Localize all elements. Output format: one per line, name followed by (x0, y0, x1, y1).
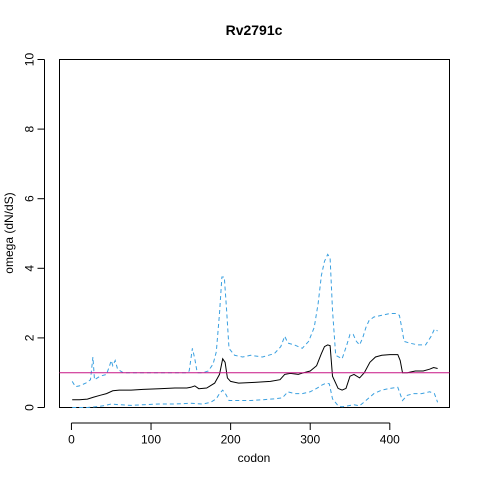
ci-lower-line (72, 382, 439, 408)
y-axis-label: omega (dN/dS) (2, 192, 16, 273)
x-tick-label: 0 (68, 433, 75, 447)
x-tick-label: 100 (141, 433, 161, 447)
y-tick-label: 8 (23, 125, 37, 132)
x-tick-label: 300 (300, 433, 320, 447)
plot-frame (59, 59, 450, 408)
chart-title: Rv2791c (226, 22, 283, 38)
y-tick-label: 10 (23, 53, 37, 67)
y-tick-label: 6 (23, 195, 37, 202)
omega-estimate-line (72, 344, 438, 401)
x-axis-label: codon (238, 451, 271, 465)
x-axis: 0 100 200 300 400 (68, 422, 400, 447)
ci-upper-line (71, 253, 438, 388)
y-tick-label: 0 (23, 404, 37, 411)
y-tick-label: 2 (23, 334, 37, 341)
x-tick-label: 400 (380, 433, 400, 447)
y-tick-label: 4 (23, 265, 37, 272)
x-tick-label: 200 (221, 433, 241, 447)
series-layer (59, 253, 450, 408)
y-axis: 0 2 4 6 8 10 (23, 53, 45, 411)
